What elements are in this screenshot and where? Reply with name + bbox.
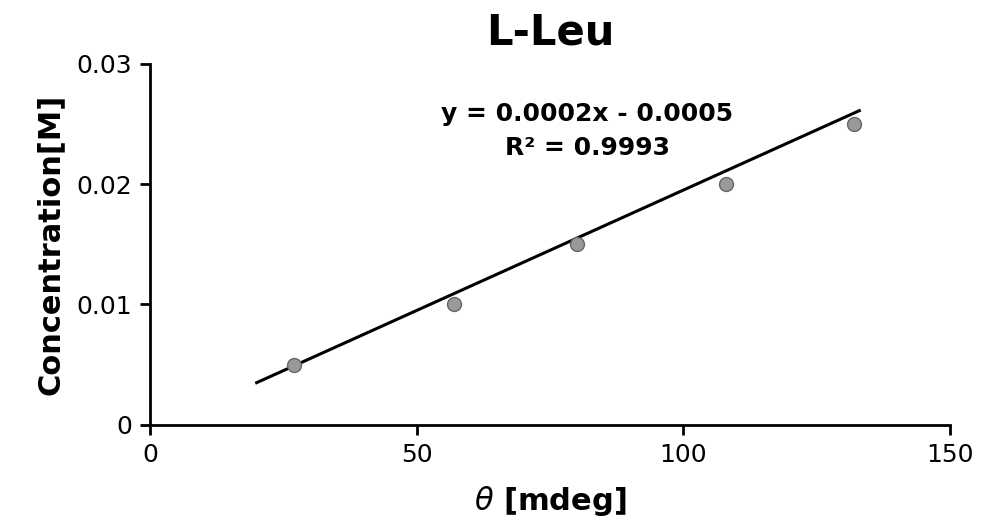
Point — [718, 180, 734, 189]
Point — [846, 119, 862, 128]
Y-axis label: Concentration[M]: Concentration[M] — [36, 93, 65, 395]
Point — [286, 361, 302, 369]
X-axis label: $\mathit{\theta}$ [mdeg]: $\mathit{\theta}$ [mdeg] — [474, 484, 626, 518]
Point — [446, 300, 462, 309]
Text: y = 0.0002x - 0.0005
R² = 0.9993: y = 0.0002x - 0.0005 R² = 0.9993 — [441, 102, 733, 160]
Title: L-Leu: L-Leu — [486, 11, 614, 53]
Point — [569, 240, 585, 249]
